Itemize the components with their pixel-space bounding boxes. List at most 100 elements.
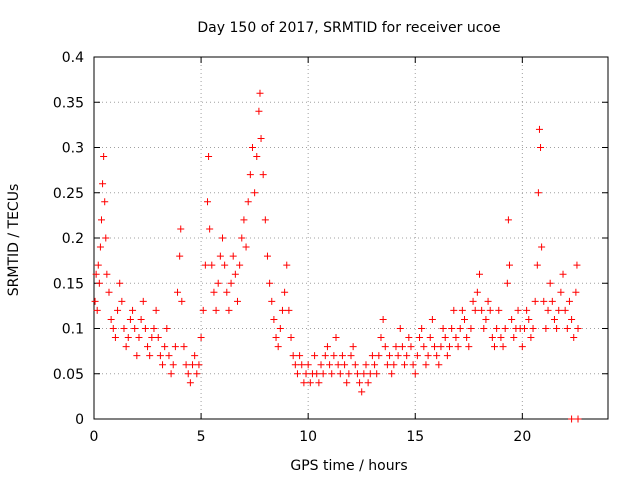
data-point xyxy=(366,370,374,378)
data-point xyxy=(304,361,312,369)
data-point xyxy=(456,325,464,332)
data-point xyxy=(122,343,130,351)
data-point xyxy=(537,144,545,151)
data-point xyxy=(171,343,179,351)
data-point xyxy=(289,352,297,360)
data-point xyxy=(159,361,167,369)
data-point xyxy=(574,325,582,332)
data-point xyxy=(568,315,576,323)
data-point xyxy=(347,352,355,360)
data-point xyxy=(478,306,486,314)
data-point xyxy=(332,334,340,342)
data-point xyxy=(435,361,443,369)
data-point xyxy=(383,361,391,369)
data-point xyxy=(246,171,254,179)
x-axis-title: GPS time / hours xyxy=(290,458,407,474)
data-point xyxy=(268,297,276,305)
data-point xyxy=(568,415,576,423)
data-point xyxy=(377,334,385,342)
data-point xyxy=(248,144,256,151)
data-point xyxy=(418,325,426,332)
data-point xyxy=(356,379,364,387)
data-point xyxy=(381,343,389,351)
data-point xyxy=(298,361,306,369)
tick-labels: 0 0.05 0.1 0.15 0.2 0.25 0.3 0.35 0.4 0 5 10 15 20 xyxy=(53,50,531,445)
data-point xyxy=(270,315,278,323)
data-point xyxy=(368,352,376,360)
data-point xyxy=(287,334,295,342)
x-tick-label: 10 xyxy=(299,429,317,445)
data-point xyxy=(336,370,344,378)
data-point xyxy=(107,315,115,323)
data-point xyxy=(165,352,173,360)
data-point xyxy=(546,279,554,287)
data-point xyxy=(428,315,436,323)
data-point xyxy=(409,361,417,369)
data-point xyxy=(238,234,246,242)
data-point xyxy=(311,352,319,360)
data-point xyxy=(272,334,280,342)
data-point xyxy=(461,315,469,323)
data-point xyxy=(139,297,147,305)
data-point xyxy=(102,234,110,242)
data-point xyxy=(169,361,177,369)
y-tick-label: 0.4 xyxy=(62,50,84,66)
data-point xyxy=(214,279,222,287)
data-point xyxy=(221,261,229,269)
data-point xyxy=(499,343,507,351)
data-point xyxy=(563,325,571,332)
data-point xyxy=(208,261,216,269)
data-point xyxy=(375,352,383,360)
data-point xyxy=(504,216,512,224)
data-point xyxy=(484,297,492,305)
data-point xyxy=(313,370,321,378)
data-point xyxy=(557,288,565,296)
y-tick-label: 0.15 xyxy=(53,276,84,292)
data-point xyxy=(244,198,252,206)
data-point xyxy=(315,379,323,387)
data-point xyxy=(345,370,353,378)
data-point xyxy=(193,370,201,378)
data-point xyxy=(212,306,220,314)
data-point xyxy=(364,379,372,387)
data-point xyxy=(518,343,526,351)
x-tick-label: 15 xyxy=(406,429,424,445)
data-point xyxy=(463,334,471,342)
data-point xyxy=(553,325,561,332)
data-point xyxy=(431,343,439,351)
data-point xyxy=(520,325,528,332)
data-point xyxy=(493,325,501,332)
y-tick-label: 0.05 xyxy=(53,367,84,383)
data-point xyxy=(319,370,327,378)
data-point xyxy=(266,279,274,287)
data-point xyxy=(386,352,394,360)
data-point xyxy=(251,189,259,197)
data-point xyxy=(349,343,357,351)
data-point xyxy=(174,288,182,296)
data-point xyxy=(184,370,192,378)
data-point xyxy=(326,361,334,369)
data-point xyxy=(283,261,291,269)
data-point xyxy=(450,306,458,314)
data-point xyxy=(150,325,158,332)
data-point xyxy=(538,243,546,251)
data-point xyxy=(505,261,513,269)
data-point xyxy=(510,334,518,342)
data-point xyxy=(189,361,197,369)
data-point xyxy=(573,261,581,269)
y-tick-label: 0.3 xyxy=(62,141,84,157)
data-point xyxy=(154,334,162,342)
data-point xyxy=(486,306,494,314)
data-point xyxy=(99,180,107,188)
data-point xyxy=(91,297,99,305)
data-point xyxy=(527,334,535,342)
data-point xyxy=(439,325,447,332)
data-point xyxy=(296,352,304,360)
data-point xyxy=(574,415,582,423)
y-tick-label: 0.25 xyxy=(53,186,84,202)
data-point xyxy=(126,315,134,323)
data-point xyxy=(197,334,205,342)
data-point xyxy=(133,352,141,360)
data-point xyxy=(182,361,190,369)
